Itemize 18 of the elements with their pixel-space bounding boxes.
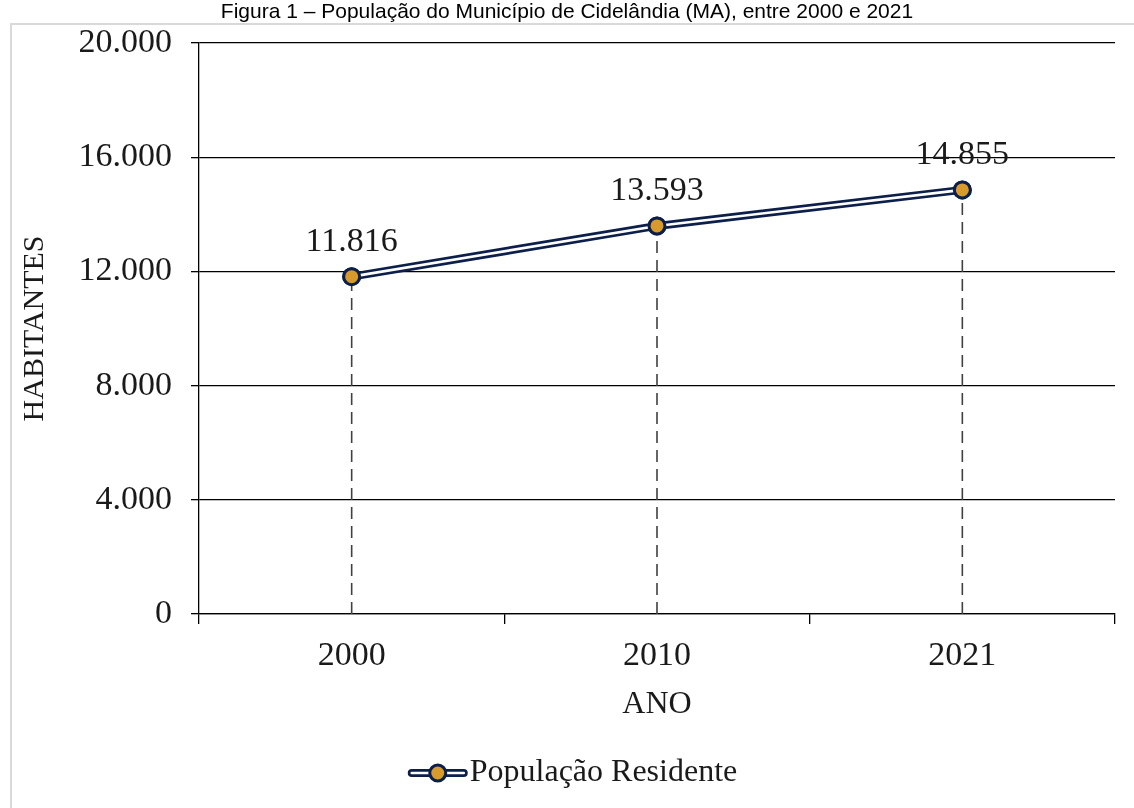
y-axis-title: HABITANTES: [15, 235, 49, 422]
y-tick-label: 20.000: [78, 21, 172, 59]
point: [952, 180, 972, 200]
y-tick-label: 0: [155, 592, 172, 630]
y-tick-label: 4.000: [95, 478, 172, 516]
y-tick-label: 12.000: [78, 250, 172, 288]
data-label: 11.816: [305, 220, 398, 258]
data-label: 13.593: [610, 169, 704, 207]
legend-label: População Residente: [469, 752, 738, 789]
y-tick-label: 8.000: [95, 364, 172, 402]
x-tick-label: 2021: [928, 635, 997, 673]
x-tick-label: 2000: [317, 635, 386, 673]
chart-title: Figura 1 – População do Município de Cidelândia (MA), entre 2000 e 2021: [219, 0, 915, 23]
point: [647, 216, 667, 236]
point: [342, 267, 362, 287]
y-tick-label: 16.000: [78, 136, 172, 174]
x-tick-label: 2010: [623, 635, 691, 673]
x-axis-title: ANO: [622, 684, 692, 721]
